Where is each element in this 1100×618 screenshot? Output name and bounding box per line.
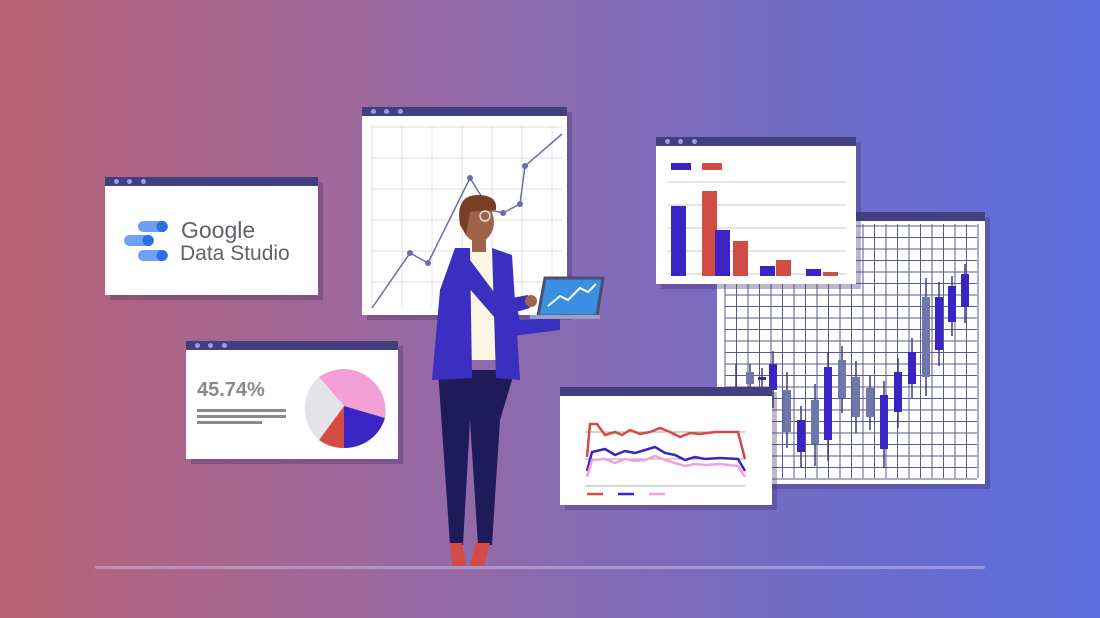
bar-blue	[715, 230, 730, 276]
candle-body	[935, 297, 943, 350]
series-line-red	[585, 422, 747, 460]
candle-body	[769, 364, 777, 390]
candle-body	[866, 388, 874, 417]
multi-line-chart-window	[560, 387, 772, 505]
data-point	[425, 260, 431, 266]
legend-swatch-blue	[671, 163, 691, 170]
data-point	[517, 201, 523, 207]
text-line-placeholder	[197, 415, 286, 418]
data-point	[522, 163, 528, 169]
candle-body	[961, 274, 969, 307]
line-chart-window	[362, 107, 567, 315]
text-line-placeholder	[197, 409, 286, 412]
data-point	[487, 207, 493, 213]
series-line-pink	[585, 454, 747, 478]
candle-body	[746, 372, 754, 384]
candle-body	[783, 390, 791, 432]
bar-chart-window	[656, 137, 856, 284]
candle-body	[758, 377, 766, 380]
multi-line-chart-graphic	[585, 422, 747, 496]
bar-red	[733, 241, 748, 276]
data-point	[467, 175, 473, 181]
data-point	[407, 250, 413, 256]
bar-red	[702, 191, 717, 276]
logo-text-google: Google	[181, 217, 256, 243]
bar-blue	[671, 206, 686, 276]
data-studio-logo-icon	[124, 221, 168, 261]
candlestick-chart-graphic	[724, 224, 979, 480]
pie-slice-grey	[304, 377, 344, 440]
bar-red	[776, 260, 791, 276]
bar-chart-graphic	[668, 163, 846, 276]
shoe-right	[470, 543, 490, 566]
floor-line	[95, 566, 985, 569]
line-chart-graphic	[371, 125, 563, 309]
logo-window: Google Data Studio	[105, 177, 318, 295]
candle-body	[948, 286, 956, 322]
pie-slice-pink	[319, 369, 386, 418]
pie-slice-red	[319, 406, 344, 449]
candle-body	[880, 395, 888, 449]
candle-body	[908, 352, 916, 384]
candle-body	[922, 297, 930, 377]
candle-body	[894, 372, 902, 412]
candle-body	[824, 367, 832, 440]
window-title-bar	[560, 387, 772, 396]
window-title-bar	[105, 177, 318, 186]
candle-body	[797, 420, 805, 452]
bar-red	[823, 272, 838, 276]
bar-blue	[806, 269, 821, 276]
shoe-left	[450, 543, 466, 566]
candle-body	[852, 377, 860, 417]
candle-body	[811, 400, 819, 444]
candle-body	[838, 360, 846, 398]
pants	[438, 370, 515, 545]
bar-blue	[760, 266, 775, 276]
pie-slice-blue	[344, 406, 385, 449]
legend-swatch-red	[702, 163, 722, 170]
window-title-bar	[362, 107, 567, 116]
data-point	[500, 210, 506, 216]
logo-text-data-studio: Data Studio	[180, 242, 290, 265]
pie-chart-graphic	[304, 369, 386, 449]
window-title-bar	[186, 341, 398, 350]
series-line-blue	[585, 445, 747, 472]
text-line-placeholder	[197, 421, 262, 424]
window-title-bar	[656, 137, 856, 146]
stat-value: 45.74%	[197, 379, 265, 401]
pie-chart-window: 45.74%	[186, 341, 398, 459]
